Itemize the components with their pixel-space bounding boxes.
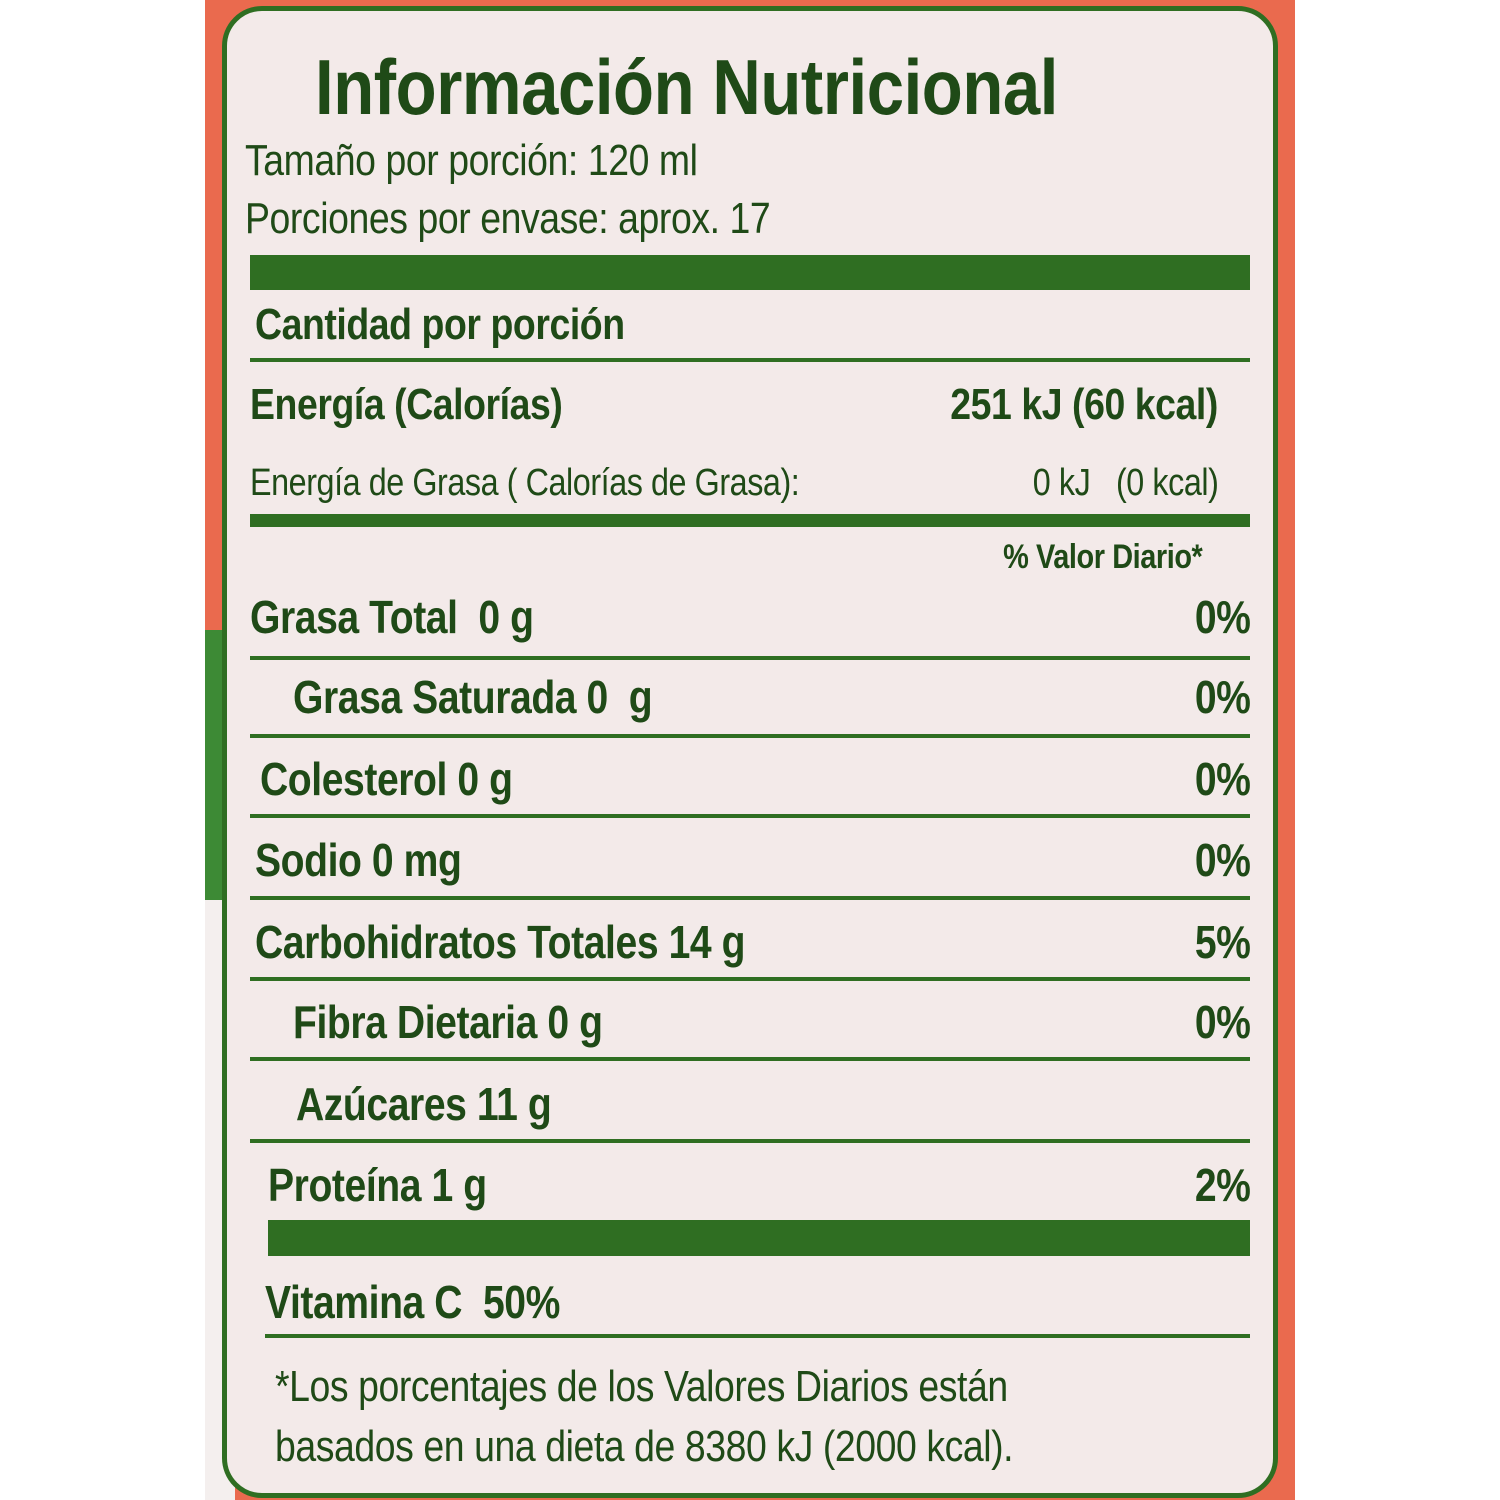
fat-energy-label: Energía de Grasa ( Calorías de Grasa):	[250, 462, 800, 504]
nutrient-sodio: Sodio 0 mg	[255, 834, 462, 886]
energy-label: Energía (Calorías)	[250, 380, 563, 429]
divider	[250, 1139, 1250, 1143]
divider	[250, 358, 1250, 362]
divider	[250, 814, 1250, 818]
amount-per-serving: Cantidad por porción	[255, 300, 625, 349]
thick-divider	[268, 1220, 1250, 1256]
nutrient-azucares: Azúcares 11 g	[296, 1078, 552, 1130]
dv-sodio: 0%	[1194, 834, 1250, 886]
dv-carbohidratos: 5%	[1194, 916, 1250, 968]
serving-size: Tamaño por porción: 120 ml	[245, 136, 698, 185]
daily-value-header: % Valor Diario*	[1002, 538, 1203, 576]
vitamin-c: Vitamina C 50%	[265, 1276, 560, 1328]
dv-grasa-saturada: 0%	[1194, 671, 1250, 723]
footnote-line-1: *Los porcentajes de los Valores Diarios …	[275, 1362, 1008, 1411]
dv-grasa-total: 0%	[1194, 591, 1250, 643]
divider	[250, 1057, 1250, 1061]
footnote-line-2: basados en una dieta de 8380 kJ (2000 kc…	[275, 1422, 1014, 1471]
divider	[250, 656, 1250, 660]
dv-fibra: 0%	[1194, 996, 1250, 1048]
medium-divider	[250, 514, 1250, 527]
divider	[250, 896, 1250, 900]
divider	[250, 734, 1250, 738]
divider	[265, 1334, 1250, 1338]
nutrient-grasa-total: Grasa Total 0 g	[250, 591, 534, 643]
nutrient-carbohidratos: Carbohidratos Totales 14 g	[255, 916, 746, 968]
nutrient-colesterol: Colesterol 0 g	[260, 753, 513, 805]
nutrient-fibra: Fibra Dietaria 0 g	[293, 996, 603, 1048]
nutrient-proteina: Proteína 1 g	[268, 1159, 487, 1211]
thick-divider	[250, 255, 1250, 290]
dv-proteina: 2%	[1194, 1159, 1250, 1211]
dv-colesterol: 0%	[1194, 753, 1250, 805]
nutrient-grasa-saturada: Grasa Saturada 0 g	[293, 671, 653, 723]
label-title: Información Nutricional	[315, 43, 1058, 131]
servings-per-container: Porciones por envase: aprox. 17	[245, 194, 771, 243]
fat-energy-value: 0 kJ (0 kcal)	[1032, 462, 1218, 504]
energy-value: 251 kJ (60 kcal)	[950, 380, 1218, 429]
divider	[250, 977, 1250, 981]
